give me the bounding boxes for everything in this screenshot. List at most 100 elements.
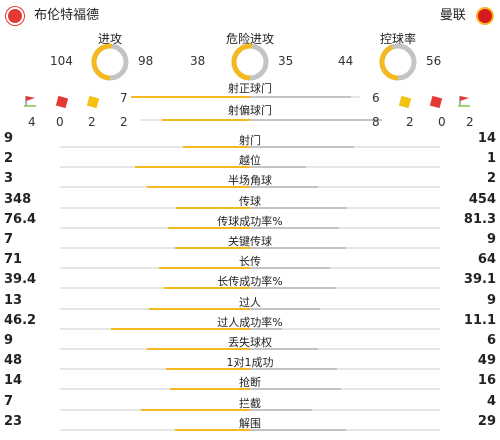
stat-away-value: 49 [477,353,496,369]
gauge-home-value: 44 [338,54,354,68]
man-united-logo-icon [476,6,494,25]
shots-off-home-bar [162,119,250,121]
gauge-home-arc [231,43,269,81]
stat-row: 2 越位 1 [0,151,500,173]
away-event-icons [398,92,472,111]
stat-home-bar [147,186,250,189]
stat-label: 丢失球权 [228,336,272,349]
stat-home-value: 7 [4,232,14,247]
stat-home-bar [175,247,250,249]
stat-away-value: 81.3 [463,211,496,227]
stat-home-bar [141,408,250,411]
stat-away-value: 14 [477,131,496,146]
stat-row: 76.4 传球成功率% 81.3 [0,212,500,234]
stat-away-value: 16 [477,373,496,389]
home-count-3: 2 [88,115,96,129]
corner-flag-icon [458,92,472,107]
stat-row: 48 1对1成功 49 [0,353,500,375]
home-count-4: 2 [120,115,128,129]
brentford-logo-icon [6,6,24,25]
stat-home-value: 13 [4,292,23,308]
stat-away-bar [250,327,282,330]
away-team[interactable]: 曼联 [440,4,494,25]
gauge-ring [91,43,129,81]
stat-home-bar [135,166,250,169]
stat-away-value: 39.1 [463,272,496,288]
stat-label: 抢断 [239,376,261,390]
stat-row: 23 解围 29 [0,414,500,436]
stat-label: 传球成功率% [217,214,283,228]
stat-label: 过人 [239,295,261,309]
stat-home-bar [176,206,250,209]
stat-label: 1对1成功 [226,356,274,370]
stat-label: 半场角球 [228,174,272,188]
away-count-2: 2 [406,115,414,129]
stat-row: 14 抢断 16 [0,373,500,395]
stat-away-value: 454 [468,191,496,207]
stat-away-bar [250,146,354,148]
stat-home-value: 46.2 [4,312,37,328]
gauge-away-value: 98 [138,54,154,68]
gauge-away-value: 56 [426,54,442,68]
stat-home-bar [164,287,250,290]
stat-away-value: 6 [486,333,496,348]
gauge-ring [231,43,269,81]
gauge-label: 控球率 [379,32,416,46]
stat-label: 长传成功率% [217,275,283,289]
stat-away-bar [250,388,341,391]
away-team-name: 曼联 [439,8,466,23]
home-team[interactable]: 布伦特福德 [6,4,99,25]
stat-home-value: 9 [4,131,14,146]
stat-away-value: 2 [486,171,496,187]
stat-away-bar [250,226,339,229]
stat-row: 71 长传 64 [0,252,500,274]
stat-row: 7 拦截 4 [0,394,500,416]
stat-row: 7 关键传球 9 [0,232,500,254]
shots-on-label: 射正球门 [228,82,272,95]
stat-row: 39.4 长传成功率% 39.1 [0,272,500,294]
stat-label: 过人成功率% [217,315,283,329]
stat-away-bar [250,348,318,350]
stat-label: 解围 [239,416,261,430]
shots-off-away-bar [250,119,382,121]
gauge-away-value: 35 [278,54,294,68]
stat-row: 9 丢失球权 6 [0,333,500,355]
yellow-card-icon [398,95,412,109]
home-team-name: 布伦特福德 [34,8,100,23]
stat-row: 348 传球 454 [0,192,500,214]
shots-on-track [131,96,360,98]
stat-home-bar [183,146,250,148]
stat-home-bar [175,428,250,431]
stat-away-bar [250,267,330,270]
stat-home-value: 76.4 [4,211,37,227]
shots-on-away-bar [250,96,352,98]
stat-away-bar [250,206,347,209]
stat-away-bar [250,428,346,431]
stat-away-value: 64 [477,252,496,268]
stat-home-value: 9 [4,333,14,348]
stat-home-value: 3 [4,171,14,187]
gauge-home-arc [91,43,129,81]
shots-on-home-bar [131,96,250,98]
stat-home-value: 48 [4,353,23,369]
stat-away-bar [250,166,306,169]
stat-label: 关键传球 [228,235,272,248]
away-shots-on: 6 [372,91,380,105]
stat-row: 13 过人 9 [0,293,500,315]
home-shots-on: 7 [120,91,128,105]
stat-home-bar [147,348,250,350]
shots-off-track [140,119,382,121]
red-card-icon [429,95,443,109]
stat-away-value: 9 [486,292,496,308]
stat-label: 越位 [239,154,261,168]
stat-home-value: 2 [4,151,14,167]
stat-home-value: 71 [4,252,23,268]
stat-away-bar [250,287,336,290]
gauge-home-arc [379,43,417,81]
home-count-2: 0 [56,115,64,129]
stat-home-bar [166,368,250,371]
stat-away-value: 9 [486,232,496,247]
stat-away-bar [250,408,312,411]
stat-home-value: 14 [4,373,23,389]
stat-row: 46.2 过人成功率% 11.1 [0,313,500,335]
